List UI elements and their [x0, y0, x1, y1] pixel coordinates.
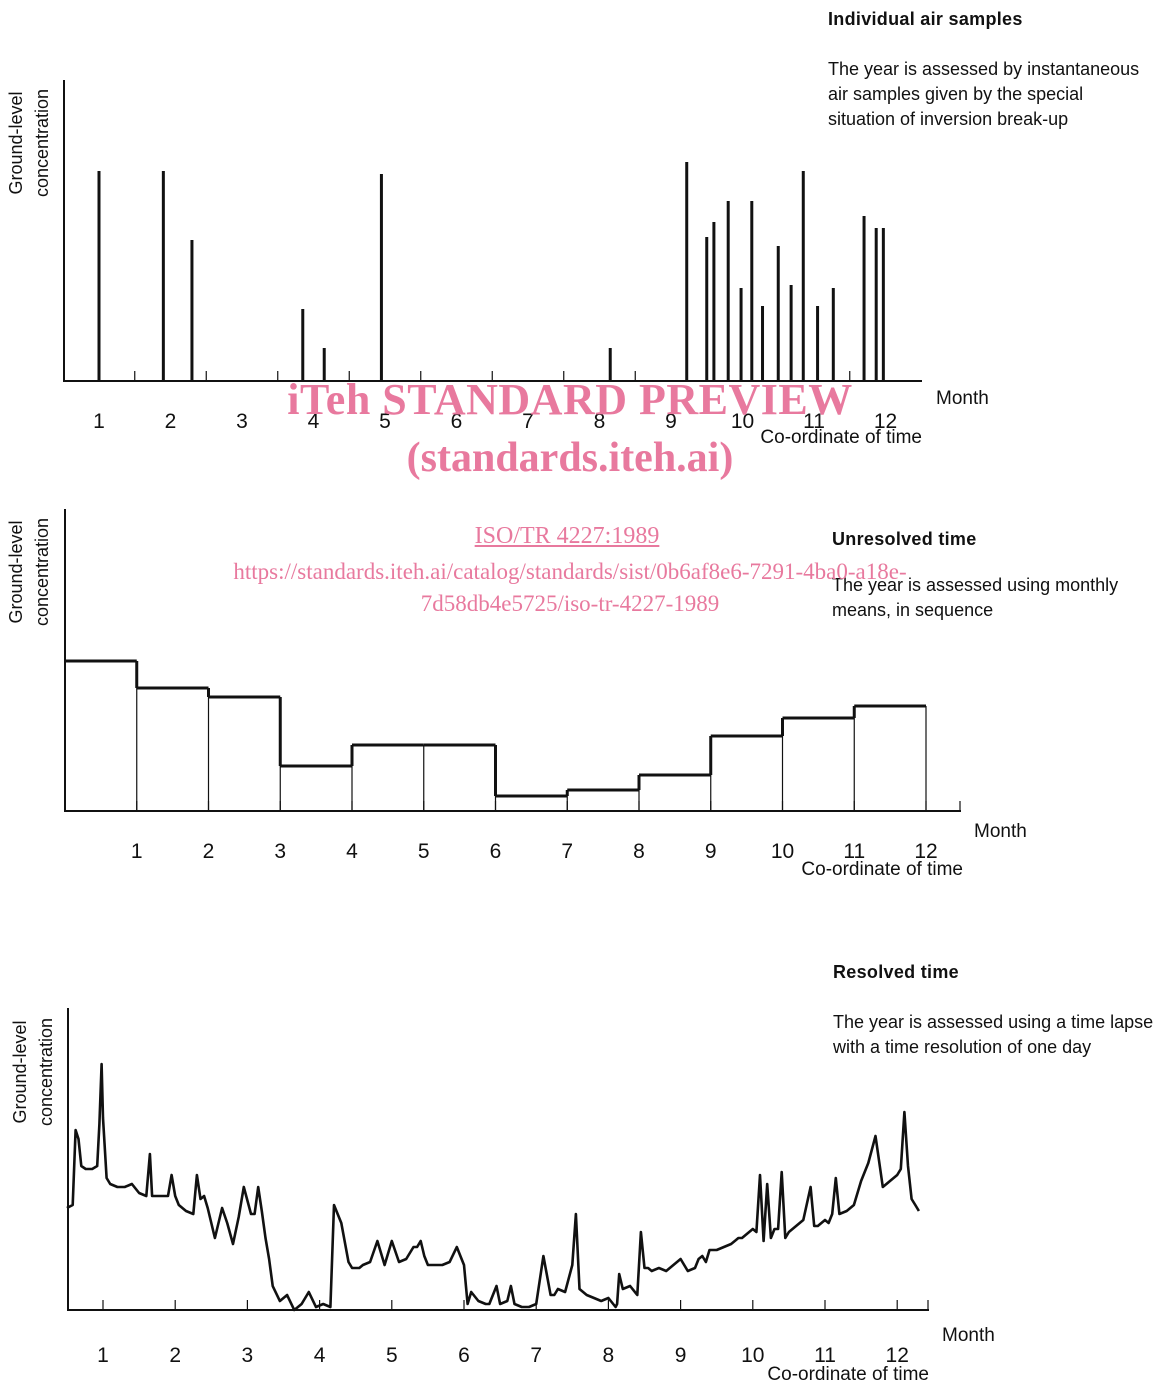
watermark-url-line2[interactable]: 7d58db4e5725/iso-tr-4227-1989 [420, 591, 720, 616]
x-tick-label: 7 [522, 410, 534, 433]
x-tick-label: 7 [561, 840, 573, 863]
p3-y-axis-label-line1: Ground-level [10, 1020, 30, 1123]
p2-x-unit-label: Month [974, 821, 1027, 842]
x-tick-label: 8 [594, 410, 606, 433]
watermark-url-line1[interactable]: https://standards.iteh.ai/catalog/standa… [233, 559, 907, 584]
x-tick-label: 6 [451, 410, 463, 433]
x-tick-label: 11 [803, 410, 825, 433]
p2-description: The year is assessed using monthly means… [832, 575, 1119, 620]
p2-x-axis-label: Co-ordinate of time [801, 859, 963, 880]
watermark-subtitle: (standards.iteh.ai) [406, 435, 734, 481]
x-tick-label: 3 [242, 1344, 254, 1367]
x-tick-label: 8 [633, 840, 645, 863]
monthly-mean-bar [852, 704, 927, 811]
chart-unresolved-time: 1 2 3 4 5 6 7 8 9 10 11 12 Ground-level concentrati… [6, 509, 1027, 880]
p1-title: Individual air samples [828, 9, 1023, 29]
p1-y-axis-label-line2: concentration [32, 89, 52, 197]
x-tick-label: 6 [458, 1344, 470, 1367]
x-tick-label: 10 [731, 410, 754, 433]
x-tick-label: 1 [97, 1344, 109, 1367]
x-tick-label: 11 [843, 840, 865, 863]
p2-title: Unresolved time [832, 529, 977, 549]
p1-description: The year is assessed by instantaneous ai… [828, 59, 1140, 129]
x-tick-label: 10 [771, 840, 794, 863]
x-tick-label: 4 [308, 410, 320, 433]
x-tick-label: 6 [490, 840, 502, 863]
x-tick-label: 1 [131, 840, 143, 863]
p1-x-axis-label: Co-ordinate of time [760, 427, 922, 448]
watermark-title: iTeh STANDARD PREVIEW [287, 375, 853, 424]
p3-x-unit-label: Month [942, 1325, 995, 1346]
daily-concentration-line [66, 1062, 921, 1312]
x-tick-label: 4 [314, 1344, 326, 1367]
x-tick-label: 9 [675, 1344, 687, 1367]
x-tick-label: 2 [165, 410, 177, 433]
x-tick-label: 2 [169, 1344, 181, 1367]
x-tick-label: 9 [665, 410, 677, 433]
monthly-mean-bar [350, 743, 424, 811]
x-tick-label: 1 [93, 410, 105, 433]
p3-y-axis-label-line2: concentration [36, 1018, 56, 1126]
watermark-doc-id[interactable]: ISO/TR 4227:1989 [474, 523, 660, 549]
chart-resolved-time: 1 2 3 4 5 6 7 8 9 10 11 12 Ground-level concentrati… [10, 1008, 995, 1385]
x-tick-label: 5 [386, 1344, 398, 1367]
monthly-mean-bar [709, 734, 783, 811]
x-tick-label: 11 [814, 1344, 836, 1367]
p3-description: The year is assessed using a time lapse … [833, 1012, 1154, 1057]
monthly-mean-bar [565, 788, 639, 811]
p3-x-axis-label: Co-ordinate of time [767, 1364, 929, 1385]
x-tick-label: 5 [379, 410, 391, 433]
x-tick-label: 9 [705, 840, 717, 863]
monthly-mean-bar [278, 697, 352, 811]
x-tick-label: 12 [914, 840, 937, 863]
x-tick-label: 2 [203, 840, 215, 863]
p1-x-unit-label: Month [936, 388, 989, 409]
x-tick-label: 3 [236, 410, 248, 433]
x-tick-label: 8 [603, 1344, 615, 1367]
x-tick-label: 7 [530, 1344, 542, 1367]
chart-individual-air-samples: 1 2 3 4 5 6 7 8 9 10 11 12 Ground-level concentrati… [6, 80, 989, 448]
p1-y-axis-label-line1: Ground-level [6, 91, 26, 194]
x-tick-label: 12 [886, 1344, 909, 1367]
monthly-mean-bar [135, 661, 209, 811]
x-tick-label: 5 [418, 840, 430, 863]
x-tick-label: 3 [274, 840, 286, 863]
p3-title: Resolved time [833, 962, 959, 982]
monthly-mean-bar [637, 773, 711, 811]
x-tick-label: 4 [346, 840, 358, 863]
p2-y-axis-label-line1: Ground-level [6, 520, 26, 623]
monthly-mean-bar [207, 688, 281, 811]
x-tick-label: 12 [874, 410, 897, 433]
x-tick-label: 10 [741, 1344, 764, 1367]
monthly-mean-bar [494, 745, 568, 811]
p2-y-axis-label-line2: concentration [32, 518, 52, 626]
monthly-mean-bar [423, 743, 496, 811]
monthly-mean-bar [781, 716, 855, 811]
